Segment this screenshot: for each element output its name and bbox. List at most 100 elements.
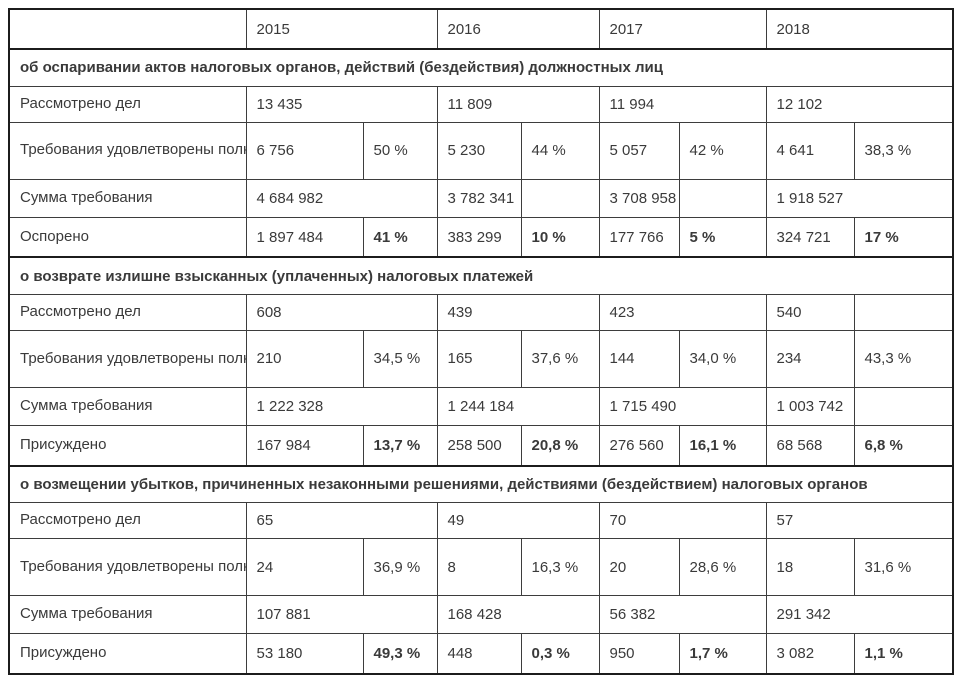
section-title: о возмещении убытков, причиненных незако… xyxy=(8,464,954,504)
section-3-title-row: о возмещении убытков, причиненных незако… xyxy=(8,464,954,504)
section-2-title-row: о возврате излишне взысканных (уплаченны… xyxy=(8,256,954,295)
value-cell: 423 xyxy=(598,293,767,331)
value-cell: 5 057 xyxy=(598,121,680,180)
value-cell: 3 708 958 xyxy=(598,178,680,218)
value-cell: 12 102 xyxy=(765,85,954,123)
pct-cell: 5 % xyxy=(678,216,767,259)
row-label: Требования удовлетворены полностью или ч… xyxy=(8,329,247,388)
year-header-row: 2015 2016 2017 2018 xyxy=(8,8,954,50)
pct-cell: 44 % xyxy=(520,121,600,180)
row-label: Сумма требования xyxy=(8,386,247,427)
value-cell: 65 xyxy=(245,502,438,540)
pct-cell: 49,3 % xyxy=(362,633,438,676)
section-2-satisfied-row: Требования удовлетворены полностью или ч… xyxy=(8,329,954,388)
pct-cell: 43,3 % xyxy=(853,329,954,388)
row-label: Присуждено xyxy=(8,425,247,467)
value-cell: 177 766 xyxy=(598,216,680,259)
value-cell: 20 xyxy=(598,538,680,597)
section-1-result-row: Оспорено 1 897 484 41 % 383 299 10 % 177… xyxy=(8,216,954,259)
pct-cell: 36,9 % xyxy=(362,538,438,597)
value-cell: 165 xyxy=(436,329,522,388)
section-3-reviewed-row: Рассмотрено дел 65 49 70 57 xyxy=(8,502,954,540)
value-cell: 144 xyxy=(598,329,680,388)
section-1-sum-row: Сумма требования 4 684 982 3 782 341 3 7… xyxy=(8,178,954,218)
section-2-reviewed-row: Рассмотрено дел 608 439 423 540 xyxy=(8,293,954,331)
pct-cell-accent: 17 % xyxy=(853,216,954,259)
section-1-title-row: об оспаривании актов налоговых органов, … xyxy=(8,48,954,87)
value-cell: 6 756 xyxy=(245,121,364,180)
pct-cell: 38,3 % xyxy=(853,121,954,180)
value-cell: 167 984 xyxy=(245,425,364,467)
value-cell: 324 721 xyxy=(765,216,855,259)
value-cell: 439 xyxy=(436,293,600,331)
pct-cell: 37,6 % xyxy=(520,329,600,388)
pct-cell: 34,5 % xyxy=(362,329,438,388)
tax-court-statistics-table: 2015 2016 2017 2018 об оспаривании актов… xyxy=(8,8,954,676)
row-label: Сумма требования xyxy=(8,595,247,635)
empty-cell xyxy=(853,386,954,427)
row-label: Требования удовлетворены полностью или ч… xyxy=(8,538,247,597)
value-cell: 1 918 527 xyxy=(765,178,954,218)
value-cell: 1 222 328 xyxy=(245,386,438,427)
value-cell: 107 881 xyxy=(245,595,438,635)
value-cell: 56 382 xyxy=(598,595,767,635)
value-cell: 11 994 xyxy=(598,85,767,123)
row-label: Оспорено xyxy=(8,216,247,259)
empty-cell xyxy=(853,293,954,331)
year-header-2015: 2015 xyxy=(245,8,438,50)
value-cell: 950 xyxy=(598,633,680,676)
row-label: Требования удовлетворены полностью или ч… xyxy=(8,121,247,180)
value-cell: 24 xyxy=(245,538,364,597)
value-cell: 5 230 xyxy=(436,121,522,180)
pct-cell: 10 % xyxy=(520,216,600,259)
empty-cell xyxy=(520,178,600,218)
value-cell: 70 xyxy=(598,502,767,540)
section-1-reviewed-row: Рассмотрено дел 13 435 11 809 11 994 12 … xyxy=(8,85,954,123)
value-cell: 540 xyxy=(765,293,855,331)
value-cell: 11 809 xyxy=(436,85,600,123)
value-cell: 291 342 xyxy=(765,595,954,635)
section-3-result-row: Присуждено 53 180 49,3 % 448 0,3 % 950 1… xyxy=(8,633,954,676)
pct-cell-accent: 6,8 % xyxy=(853,425,954,467)
value-cell: 18 xyxy=(765,538,855,597)
year-header-2017: 2017 xyxy=(598,8,767,50)
empty-cell xyxy=(678,178,767,218)
value-cell: 1 244 184 xyxy=(436,386,600,427)
row-label: Сумма требования xyxy=(8,178,247,218)
value-cell: 57 xyxy=(765,502,954,540)
year-header-2018: 2018 xyxy=(765,8,954,50)
value-cell: 53 180 xyxy=(245,633,364,676)
section-title: о возврате излишне взысканных (уплаченны… xyxy=(8,256,954,295)
pct-cell: 34,0 % xyxy=(678,329,767,388)
row-label: Рассмотрено дел xyxy=(8,502,247,540)
value-cell: 3 782 341 xyxy=(436,178,522,218)
pct-cell: 28,6 % xyxy=(678,538,767,597)
value-cell: 448 xyxy=(436,633,522,676)
value-cell: 383 299 xyxy=(436,216,522,259)
value-cell: 210 xyxy=(245,329,364,388)
value-cell: 168 428 xyxy=(436,595,600,635)
value-cell: 276 560 xyxy=(598,425,680,467)
pct-cell: 42 % xyxy=(678,121,767,180)
value-cell: 1 715 490 xyxy=(598,386,767,427)
pct-cell: 0,3 % xyxy=(520,633,600,676)
value-cell: 4 641 xyxy=(765,121,855,180)
value-cell: 4 684 982 xyxy=(245,178,438,218)
pct-cell: 50 % xyxy=(362,121,438,180)
value-cell: 608 xyxy=(245,293,438,331)
pct-cell: 1,7 % xyxy=(678,633,767,676)
pct-cell: 13,7 % xyxy=(362,425,438,467)
value-cell: 8 xyxy=(436,538,522,597)
pct-cell: 16,1 % xyxy=(678,425,767,467)
year-header-2016: 2016 xyxy=(436,8,600,50)
value-cell: 1 897 484 xyxy=(245,216,364,259)
section-2-sum-row: Сумма требования 1 222 328 1 244 184 1 7… xyxy=(8,386,954,427)
value-cell: 1 003 742 xyxy=(765,386,855,427)
pct-cell: 20,8 % xyxy=(520,425,600,467)
value-cell: 3 082 xyxy=(765,633,855,676)
pct-cell: 16,3 % xyxy=(520,538,600,597)
value-cell: 234 xyxy=(765,329,855,388)
value-cell: 258 500 xyxy=(436,425,522,467)
pct-cell: 41 % xyxy=(362,216,438,259)
